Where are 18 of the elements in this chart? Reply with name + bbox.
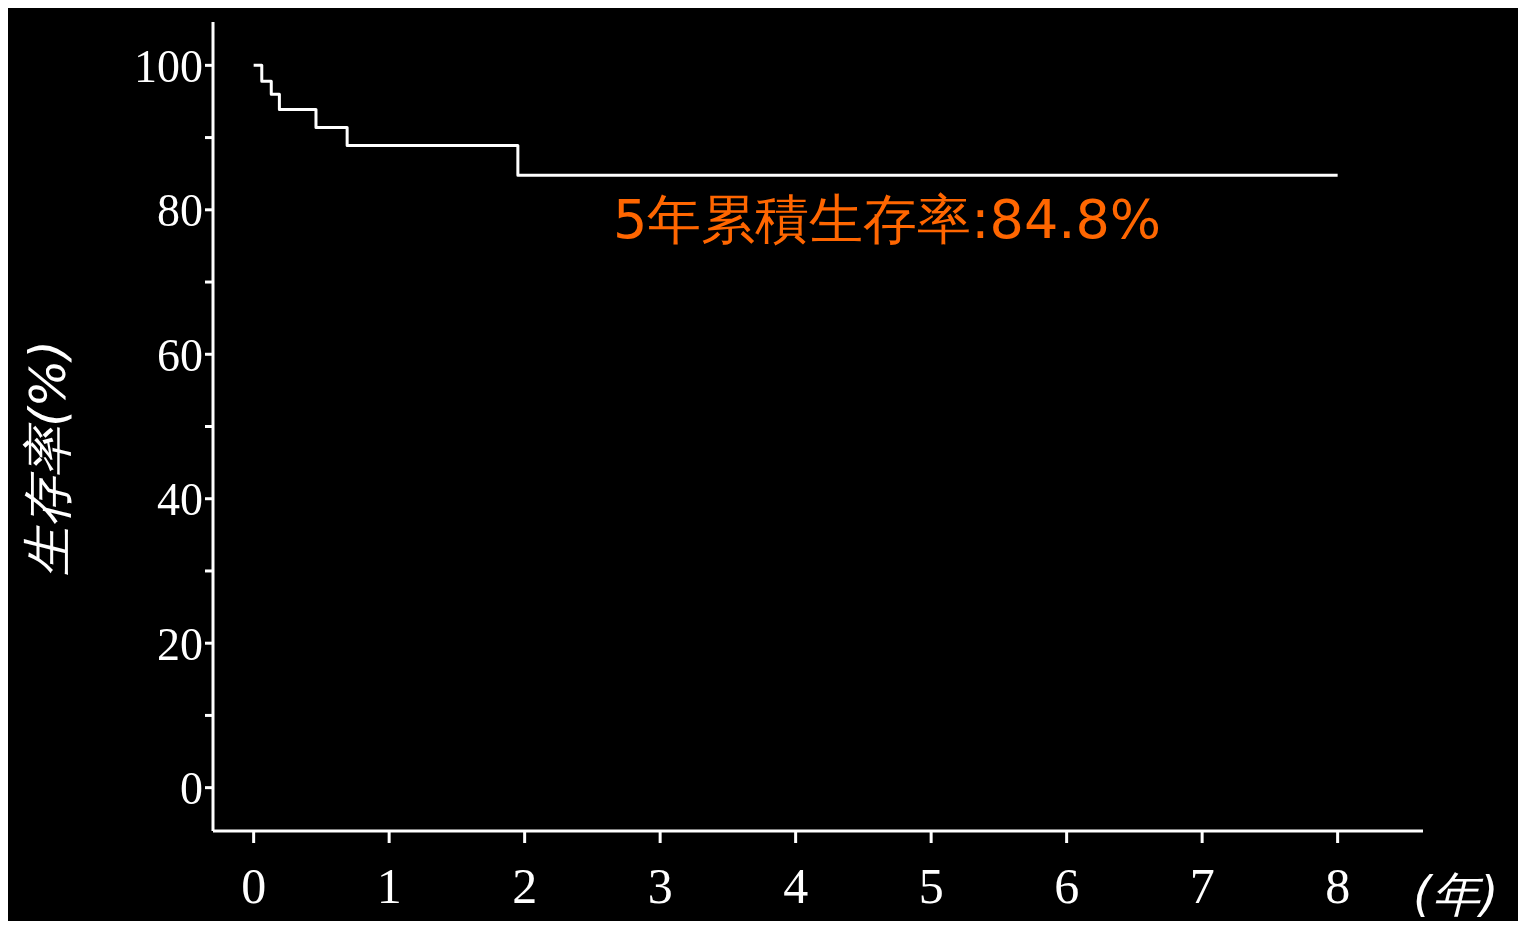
y-tick-label: 80 (157, 185, 203, 237)
x-tick-label: 7 (1189, 857, 1215, 914)
y-tick-label: 60 (157, 329, 203, 381)
x-tick-label: 5 (918, 857, 944, 914)
x-tick-label: 6 (1054, 857, 1080, 914)
y-tick-label: 0 (180, 762, 203, 814)
x-tick-label: 8 (1325, 857, 1351, 914)
x-tick-label: 0 (241, 857, 267, 914)
annotation: 5年累積生存率:84.8% (613, 186, 1162, 253)
x-axis-title: (年) (1413, 865, 1499, 924)
x-tick-label: 1 (376, 857, 402, 914)
y-tick-label: 20 (157, 618, 203, 670)
x-tick-label: 2 (512, 857, 538, 914)
y-tick-label: 100 (134, 40, 203, 92)
y-axis-title: 生存率(%) (17, 339, 78, 577)
x-tick-label: 3 (647, 857, 673, 914)
y-tick-label: 40 (157, 474, 203, 526)
x-tick-label: 4 (783, 857, 809, 914)
